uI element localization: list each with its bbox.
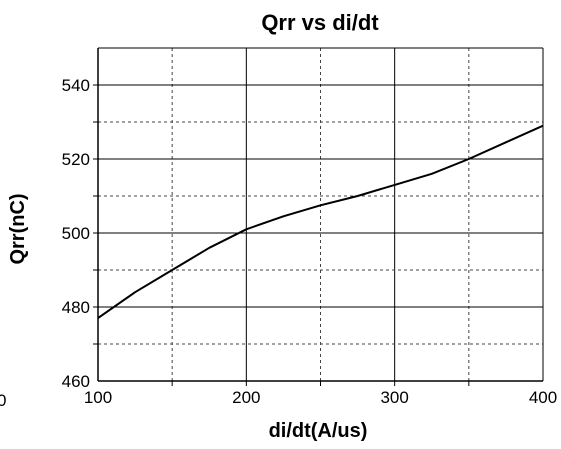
grid: [93, 47, 543, 386]
y-tick-labels: 460 480 500 520 540: [62, 76, 90, 391]
x-tick-label: 100: [84, 388, 112, 407]
chart-title: Qrr vs di/dt: [261, 10, 379, 35]
x-tick-label: 400: [529, 388, 557, 407]
y-tick-label: 460: [62, 372, 90, 391]
series-layer: [97, 124, 544, 319]
y-axis-label: Qrr(nC): [7, 193, 29, 264]
x-axis-label: di/dt(A/us): [269, 420, 368, 442]
plot-area: [97, 47, 544, 382]
stray-tick-label: 0: [0, 391, 6, 410]
y-tick-label: 540: [62, 76, 90, 95]
y-tick-label: 520: [62, 150, 90, 169]
y-tick-label: 500: [62, 224, 90, 243]
x-tick-label: 300: [380, 388, 408, 407]
x-tick-label: 200: [232, 388, 260, 407]
x-tick-labels: 100 200 300 400: [84, 388, 557, 407]
series-line: [97, 124, 544, 319]
y-tick-label: 480: [62, 298, 90, 317]
